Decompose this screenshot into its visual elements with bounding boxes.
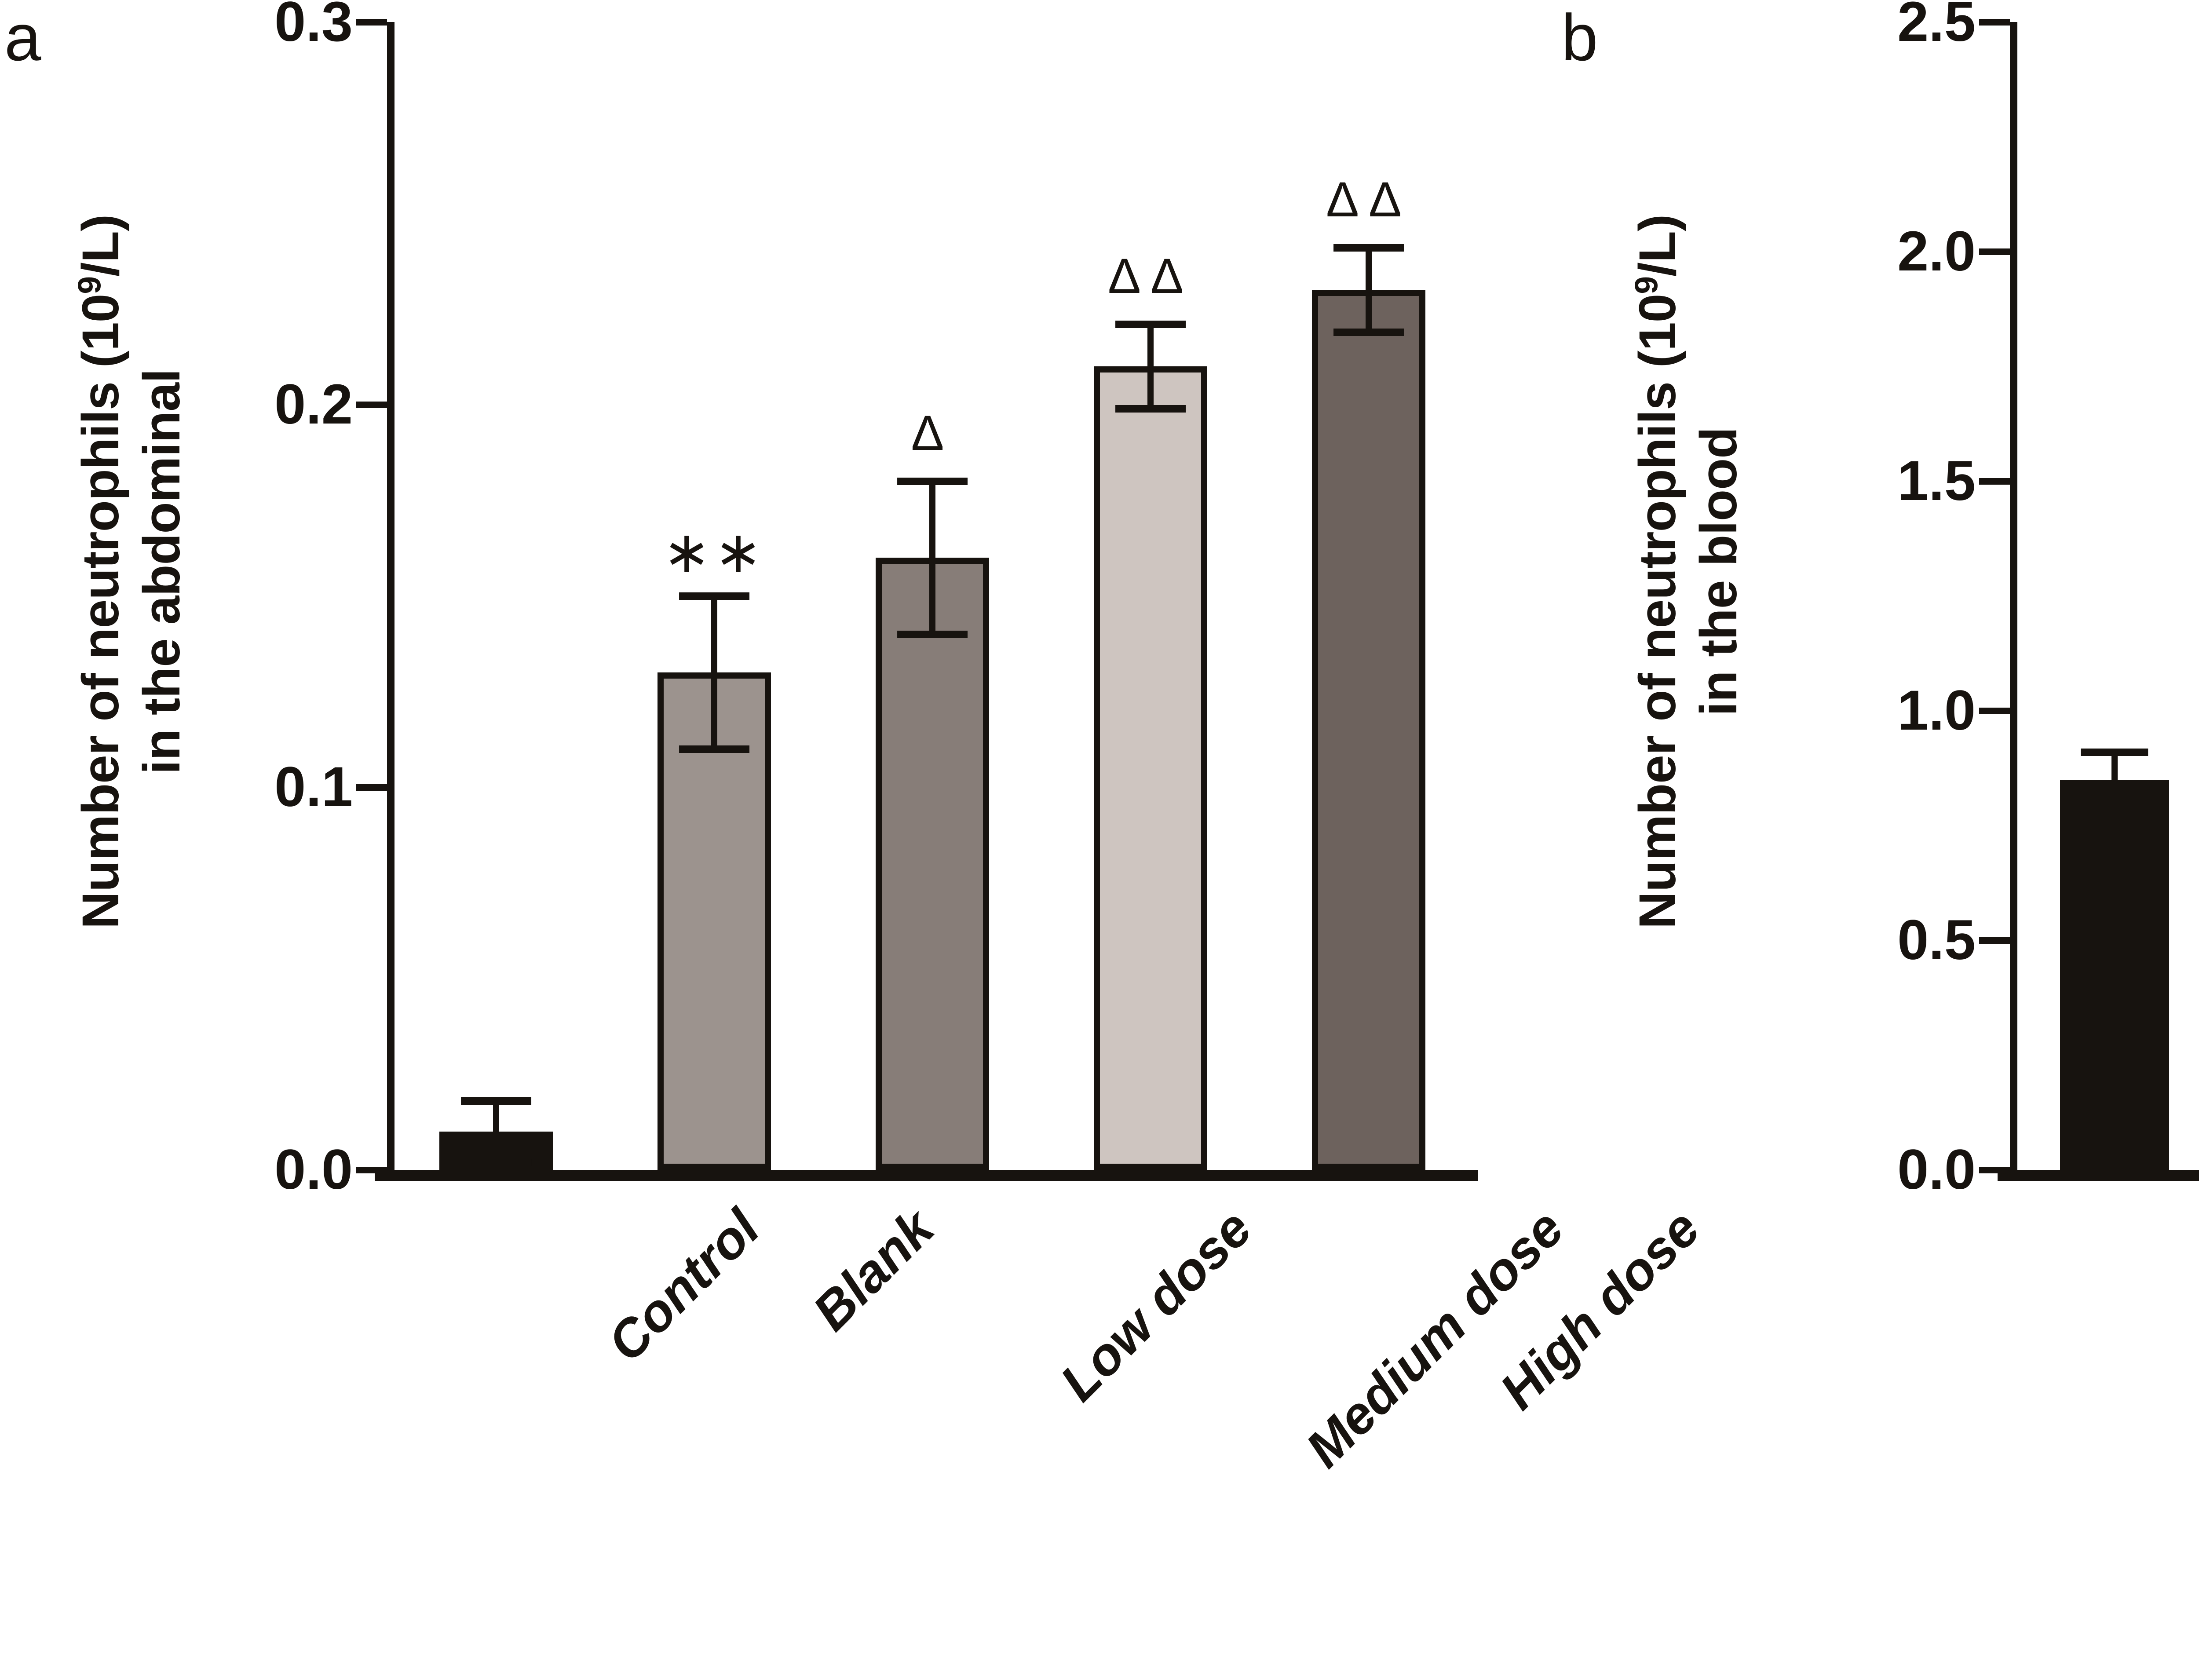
panel-b-y-axis-title-line2: in the blood	[1690, 427, 1748, 716]
y-tick-label: 0.1	[274, 756, 353, 818]
panel-b-letter: b	[1561, 0, 1598, 74]
panel-a-y-axis-title: Number of neutrophils (109/L) in the abd…	[70, 0, 193, 1143]
y-tick-mark	[1979, 248, 2010, 255]
panel-b-y-axis-line	[2010, 22, 2017, 1170]
bar-group-medium-dose[interactable]: ΔΔ	[1094, 22, 1207, 1170]
y-tick-label: 1.0	[1897, 679, 1976, 742]
y-tick-label: 2.0	[1897, 220, 1976, 283]
x-tick-label: Control	[596, 1198, 771, 1373]
error-bar-cap-bottom	[2081, 803, 2148, 811]
bar-group-control[interactable]	[439, 22, 553, 1170]
y-tick-mark	[1979, 19, 2010, 26]
significance-marker: ΔΔ	[1326, 172, 1411, 227]
error-bar-stem	[493, 1101, 499, 1162]
superscript-nine: 9	[1628, 276, 1665, 294]
y-tick-label: 0.3	[274, 0, 353, 53]
error-bar-cap-top	[461, 1097, 531, 1105]
panel-a-x-axis-line	[375, 1170, 1478, 1181]
bar[interactable]	[658, 672, 771, 1170]
y-tick-mark	[356, 19, 387, 26]
panel-a-y-axis-title-line1: Number of neutrophils (109/L)	[71, 214, 130, 929]
bar-group-control[interactable]	[2060, 22, 2169, 1170]
superscript-nine: 9	[71, 276, 108, 294]
y-tick-mark	[356, 1167, 387, 1173]
y-tick-mark	[1979, 937, 2010, 944]
y-tick-mark	[356, 784, 387, 791]
error-bar-stem	[1365, 248, 1372, 332]
error-bar-stem	[711, 596, 717, 749]
y-tick-mark	[1979, 1167, 2010, 1173]
error-bar-cap-bottom	[679, 745, 749, 753]
y-tick-label: 1.5	[1897, 449, 1976, 512]
error-bar-cap-bottom	[897, 631, 968, 638]
y-tick-label: 0.0	[274, 1138, 353, 1201]
error-bar-cap-top	[1333, 244, 1404, 252]
bar[interactable]	[1312, 290, 1425, 1170]
panel-a-plot-area: 0.0 0.1 0.2 0.3 ∗∗ Δ ΔΔ ΔΔ	[274, 0, 1478, 1198]
error-bar-stem	[2111, 752, 2118, 807]
y-tick-label: 2.5	[1897, 0, 1976, 53]
panel-a-y-axis-line	[387, 22, 395, 1170]
panel-b-y-axis-title-line1: Number of neutrophils (109/L)	[1628, 214, 1687, 929]
bar-group-blank[interactable]: ∗∗	[658, 22, 771, 1170]
y-tick-label: 0.0	[1897, 1138, 1976, 1201]
y-tick-mark	[1979, 708, 2010, 714]
error-bar-stem	[929, 481, 935, 634]
error-bar-cap-top	[679, 592, 749, 600]
error-bar-stem	[1147, 324, 1154, 409]
panel-a-y-axis-title-line2: in the abdominal	[133, 369, 191, 774]
error-bar-cap-bottom	[461, 1158, 531, 1166]
y-tick-label: 0.5	[1897, 909, 1976, 971]
panel-a-bars: ∗∗ Δ ΔΔ ΔΔ	[387, 22, 1478, 1170]
bar-group-low-dose[interactable]: Δ	[876, 22, 989, 1170]
error-bar-cap-bottom	[1333, 328, 1404, 336]
bar-group-high-dose[interactable]: ΔΔ	[1312, 22, 1425, 1170]
error-bar-cap-bottom	[1115, 405, 1186, 413]
significance-marker: Δ	[911, 405, 954, 460]
y-tick-mark	[356, 402, 387, 408]
x-tick-label: Low dose	[1049, 1198, 1263, 1413]
panel-a: a Number of neutrophils (109/L) in the a…	[4, 0, 1711, 1479]
significance-marker: ∗∗	[663, 520, 766, 584]
panel-a-letter: a	[4, 0, 41, 74]
significance-marker: ΔΔ	[1108, 248, 1193, 304]
x-tick-label: Blank	[802, 1198, 945, 1342]
panel-b: b Number of neutrophils (109/L) in the b…	[1557, 0, 2199, 1680]
bar[interactable]	[2060, 779, 2169, 1170]
error-bar-cap-top	[2081, 748, 2148, 756]
bar[interactable]	[1094, 366, 1207, 1170]
y-tick-mark	[1979, 478, 2010, 485]
error-bar-cap-top	[1115, 321, 1186, 329]
panel-b-y-axis-title: Number of neutrophils (109/L) in the blo…	[1627, 0, 1750, 1143]
panel-b-x-axis-line	[1998, 1170, 2199, 1181]
bar[interactable]	[876, 558, 989, 1170]
y-tick-label: 0.2	[274, 373, 353, 436]
error-bar-cap-top	[897, 478, 968, 485]
